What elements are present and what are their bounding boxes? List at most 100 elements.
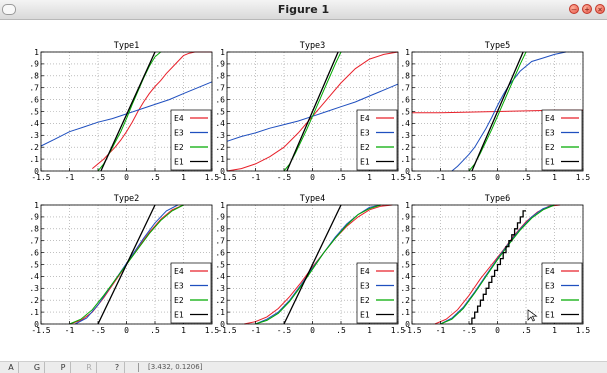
legend-label-e2: E2	[360, 296, 370, 305]
subplot-type4: -1.5 -1 -.5 0 .5 1 1.5 0 .1 .2 .3 .4 .5 .6 .7 .8 .9 1 Type…	[215, 194, 405, 335]
y-tick-label: .9	[29, 60, 39, 69]
x-tick-label: 1	[367, 326, 372, 335]
y-tick-label: .1	[215, 308, 225, 317]
legend-label-e2: E2	[174, 143, 184, 152]
legend-box	[356, 262, 398, 324]
y-tick-label: .6	[29, 95, 39, 104]
legend: E4 E3 E2 E1	[541, 262, 583, 324]
y-tick-label: .4	[400, 119, 410, 128]
series-line-e3	[451, 51, 567, 172]
maximize-button[interactable]: +	[582, 4, 592, 14]
x-tick-label: 1.5	[576, 173, 591, 182]
x-tick-label: -1.5	[31, 173, 50, 182]
y-tick-label: .9	[29, 213, 39, 222]
figure-canvas[interactable]: -1.5 -1 -.5 0.5 1 1.50.1.2.3.4.5.6.7.8.91Type…	[0, 20, 607, 361]
y-tick-label: 1	[34, 48, 39, 57]
y-tick-label: .2	[215, 143, 225, 152]
y-tick-label: 1	[405, 48, 410, 57]
series-line-e2	[255, 204, 382, 325]
y-tick-label: .2	[400, 143, 410, 152]
y-tick-label: .9	[215, 60, 225, 69]
series-line-e1	[97, 204, 156, 325]
legend-label-e4: E4	[360, 267, 370, 276]
subplot-title: Type2	[114, 194, 140, 204]
x-tick-label: 0	[495, 173, 500, 182]
series-line-e1	[469, 210, 526, 325]
y-tick-label: .7	[29, 84, 39, 93]
y-tick-label: .5	[400, 260, 410, 269]
x-tick-label: 1	[181, 173, 186, 182]
x-tick-label: 1.5	[205, 173, 220, 182]
y-tick-label: .3	[215, 131, 225, 140]
y-tick-label: .1	[29, 155, 39, 164]
window-menu-icon[interactable]	[2, 4, 16, 15]
y-tick-label: .2	[400, 296, 410, 305]
legend: E4 E3 E2 E1	[170, 262, 212, 324]
x-tick-label: 0	[124, 326, 129, 335]
legend-label-e3: E3	[360, 129, 370, 138]
legend-label-e4: E4	[545, 267, 555, 276]
y-tick-label: 1	[405, 201, 410, 210]
legend-label-e2: E2	[174, 296, 184, 305]
y-tick-label: .8	[400, 72, 410, 81]
y-tick-label: .5	[29, 260, 39, 269]
x-tick-label: -1.5	[402, 326, 421, 335]
y-tick-label: 0	[220, 167, 225, 176]
minimize-icon: –	[571, 5, 577, 14]
x-tick-label: .5	[150, 173, 160, 182]
window-title: Figure 1	[277, 3, 330, 16]
legend-label-e3: E3	[174, 282, 184, 291]
y-tick-label: .4	[29, 119, 39, 128]
x-tick-label: 1.5	[205, 326, 220, 335]
x-tick-label: -1	[65, 326, 75, 335]
x-tick-label: -.5	[462, 326, 477, 335]
legend-label-e4: E4	[360, 114, 370, 123]
y-tick-label: .5	[400, 107, 410, 116]
close-button[interactable]: ×	[595, 4, 605, 14]
series-line-e1	[100, 51, 156, 172]
y-tick-label: .8	[215, 225, 225, 234]
x-tick-label: 1.5	[576, 326, 591, 335]
x-tick-label: -1.5	[31, 326, 50, 335]
statusbar-button-a[interactable]: A	[4, 362, 19, 373]
x-tick-label: -1	[436, 173, 446, 182]
y-tick-label: .7	[400, 84, 410, 93]
y-tick-label: .4	[215, 119, 225, 128]
legend: E4 E3 E2 E1	[356, 262, 398, 324]
statusbar-button-p[interactable]: P	[56, 362, 71, 373]
y-tick-label: .8	[215, 72, 225, 81]
series-line-e1	[471, 51, 524, 172]
x-tick-label: -1.5	[402, 173, 421, 182]
y-tick-label: 0	[34, 320, 39, 329]
y-tick-label: .2	[215, 296, 225, 305]
x-tick-label: -1	[251, 326, 261, 335]
x-tick-label: 1.5	[391, 326, 406, 335]
legend-box	[356, 109, 398, 171]
close-icon: ×	[597, 5, 603, 14]
legend-label-e1: E1	[174, 158, 184, 167]
y-tick-label: 0	[34, 167, 39, 176]
subplot-title: Type1	[114, 41, 140, 51]
x-tick-label: .5	[150, 326, 160, 335]
y-tick-label: .5	[29, 107, 39, 116]
subplot-title: Type4	[300, 194, 326, 204]
x-tick-label: -.5	[277, 326, 292, 335]
minimize-button[interactable]: –	[569, 4, 579, 14]
maximize-icon: +	[584, 5, 590, 14]
y-tick-label: .9	[400, 60, 410, 69]
y-tick-label: .4	[400, 272, 410, 281]
y-tick-label: .8	[29, 225, 39, 234]
legend-label-e2: E2	[360, 143, 370, 152]
subplot-type6: -1.5 -1 -.5 0 .5 1 1.5 0 .1 .2 .3 .4 .5 .6 .7 .8 .9 1 Type…	[400, 194, 590, 335]
y-tick-label: .5	[215, 260, 225, 269]
legend-label-e1: E1	[545, 158, 555, 167]
x-tick-label: -1	[436, 326, 446, 335]
y-tick-label: .6	[29, 248, 39, 257]
legend-label-e3: E3	[545, 129, 555, 138]
y-tick-label: 0	[405, 167, 410, 176]
x-tick-label: 1	[181, 326, 186, 335]
statusbar-button-g[interactable]: G	[30, 362, 45, 373]
legend-label-e4: E4	[545, 114, 555, 123]
statusbar-button-help[interactable]: ?	[110, 362, 125, 373]
x-tick-label: 0	[495, 326, 500, 335]
